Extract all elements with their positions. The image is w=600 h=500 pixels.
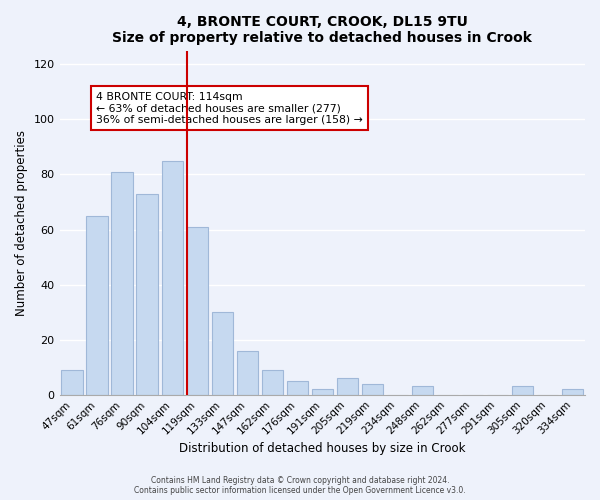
Bar	[161, 160, 183, 394]
Bar	[86, 216, 108, 394]
Bar	[61, 370, 83, 394]
Text: 4 BRONTE COURT: 114sqm
← 63% of detached houses are smaller (277)
36% of semi-de: 4 BRONTE COURT: 114sqm ← 63% of detached…	[97, 92, 363, 125]
Bar	[512, 386, 533, 394]
Bar	[412, 386, 433, 394]
X-axis label: Distribution of detached houses by size in Crook: Distribution of detached houses by size …	[179, 442, 466, 455]
Bar	[212, 312, 233, 394]
Bar	[136, 194, 158, 394]
Bar	[112, 172, 133, 394]
Title: 4, BRONTE COURT, CROOK, DL15 9TU
Size of property relative to detached houses in: 4, BRONTE COURT, CROOK, DL15 9TU Size of…	[112, 15, 532, 45]
Bar	[287, 381, 308, 394]
Bar	[362, 384, 383, 394]
Bar	[337, 378, 358, 394]
Y-axis label: Number of detached properties: Number of detached properties	[15, 130, 28, 316]
Text: Contains HM Land Registry data © Crown copyright and database right 2024.
Contai: Contains HM Land Registry data © Crown c…	[134, 476, 466, 495]
Bar	[262, 370, 283, 394]
Bar	[236, 350, 258, 395]
Bar	[562, 389, 583, 394]
Bar	[187, 227, 208, 394]
Bar	[311, 389, 333, 394]
